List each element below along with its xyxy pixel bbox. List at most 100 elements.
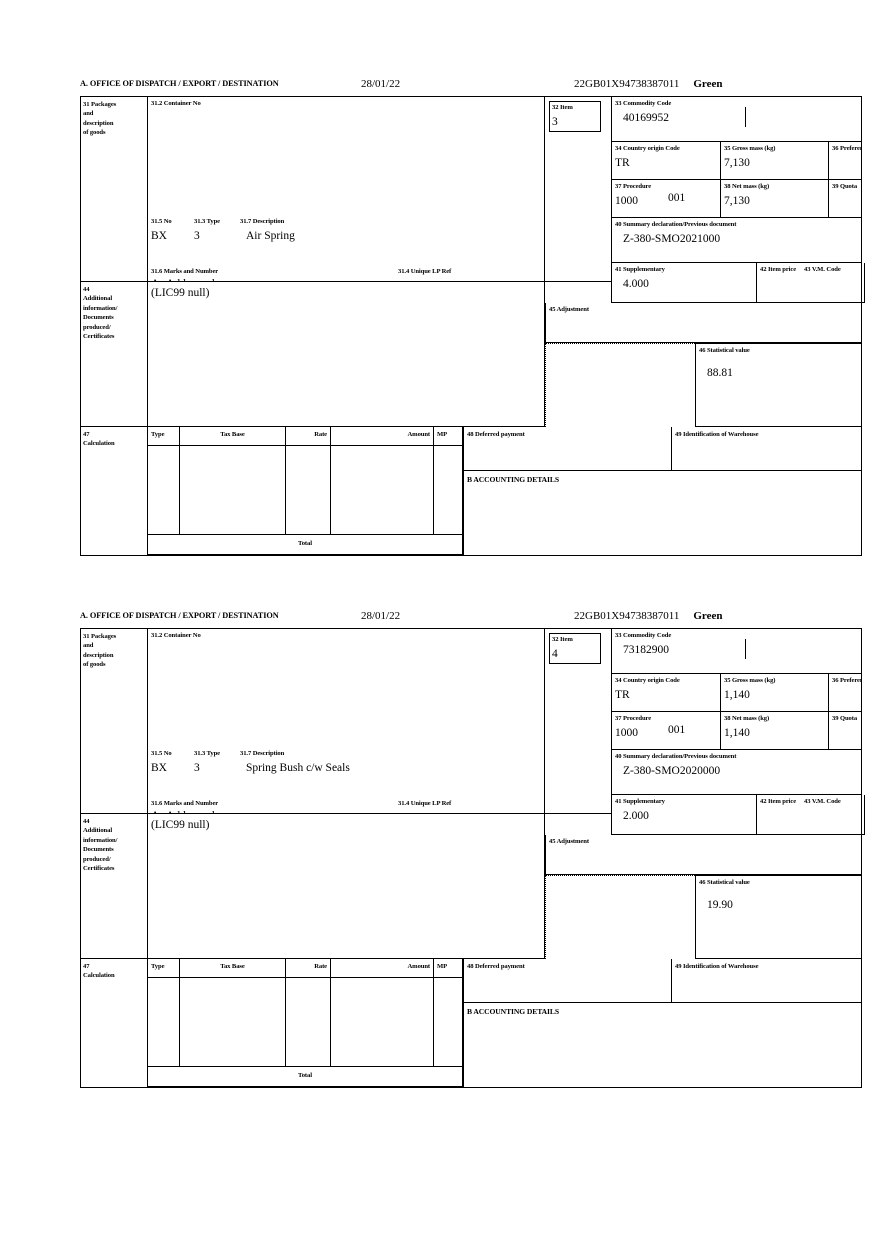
box-34-country-origin-code[interactable]: 34 Country origin Code TR (611, 674, 721, 712)
calc-cell-tax-base[interactable] (180, 978, 286, 1067)
calc-cell-type[interactable] (148, 446, 180, 535)
marks-and-number-value: As Addressed (151, 278, 215, 281)
box-32-item-number[interactable]: 32 Item 4 (549, 633, 601, 664)
calc-col-header-type: Type (148, 959, 180, 978)
procedure-additional-value: 001 (668, 192, 686, 204)
box-31-packages-detail[interactable]: 31.5 No 31.3 Type 31.7 Description BX 3 … (148, 217, 545, 267)
packages-type: 3 (194, 762, 200, 774)
box-45-dotted-top (545, 343, 695, 344)
box-32-region (545, 629, 611, 814)
box-31-label: 31 Packages and description of goods (81, 629, 148, 814)
box-41-supplementary[interactable]: 41 Supplementary 4.000 (611, 263, 757, 303)
packages-description: Spring Bush c/w Seals (246, 762, 350, 774)
box-49-identification-of-warehouse[interactable]: 49 Identification of Warehouse (672, 427, 861, 471)
packages-no: BX (151, 230, 167, 242)
statistical-value-value: 19.90 (707, 899, 733, 912)
box-45-adjustment[interactable]: 45 Adjustment (545, 835, 861, 875)
box-45-dotted-divider (545, 875, 546, 959)
box-31-packages-detail[interactable]: 31.5 No 31.3 Type 31.7 Description BX 3 … (148, 749, 545, 799)
gross-mass-value: 1,140 (724, 689, 750, 702)
box-48-deferred-payment[interactable]: 48 Deferred payment (463, 959, 672, 1003)
box-32-item-number[interactable]: 32 Item 3 (549, 101, 601, 132)
box-38-net-mass[interactable]: 38 Net mass (kg) 1,140 (721, 712, 829, 750)
calc-cell-mp[interactable] (434, 978, 463, 1067)
box-46-statistical-value[interactable]: 46 Statistical value 19.90 (695, 875, 861, 959)
box-39-quota[interactable]: 39 Quota (829, 712, 861, 750)
country-origin-code-value: TR (615, 689, 630, 702)
packages-no: BX (151, 762, 167, 774)
routing-lane: Green (693, 610, 723, 622)
calc-col-header-tax-base: Tax Base (180, 427, 286, 446)
box-35-gross-mass[interactable]: 35 Gross mass (kg) 7,130 (721, 142, 829, 180)
commodity-code-value: 73182900 (623, 644, 669, 657)
calc-col-header-rate: Rate (286, 959, 331, 978)
office-of-dispatch-label: A. OFFICE OF DISPATCH / EXPORT / DESTINA… (80, 79, 279, 88)
box-36-preference[interactable]: 36 Preference (829, 142, 861, 180)
box-b-accounting-details[interactable]: B ACCOUNTING DETAILS (463, 1003, 861, 1087)
calc-col-header-mp: MP (434, 427, 463, 446)
gross-mass-value: 7,130 (724, 157, 750, 170)
box-47-label: 47 Calculation (81, 427, 148, 555)
box-33-commodity-code[interactable]: 33 Commodity Code 40169952 (611, 97, 861, 142)
calc-cell-amount[interactable] (331, 978, 434, 1067)
calc-total-row: Total (148, 535, 463, 555)
procedure-value: 1000 (615, 727, 638, 740)
statistical-value-value: 88.81 (707, 367, 733, 380)
box-45-dotted-top (545, 875, 695, 876)
box-47-label: 47 Calculation (81, 959, 148, 1087)
box-35-gross-mass[interactable]: 35 Gross mass (kg) 1,140 (721, 674, 829, 712)
calc-col-header-amount: Amount (331, 959, 434, 978)
supplementary-value: 2.000 (623, 810, 649, 823)
calc-col-header-amount: Amount (331, 427, 434, 446)
mrn-value: 22GB01X94738387011 (574, 78, 680, 90)
box-34-country-origin-code[interactable]: 34 Country origin Code TR (611, 142, 721, 180)
calc-col-header-type: Type (148, 427, 180, 446)
movement-reference-number: 22GB01X94738387011 Green (574, 610, 722, 622)
calc-cell-tax-base[interactable] (180, 446, 286, 535)
box-44-label: 44 Additional information/ Documents pro… (81, 814, 148, 959)
box-40-summary-declaration[interactable]: 40 Summary declaration/Previous document… (611, 750, 861, 795)
box-31-marks-row[interactable]: 31.6 Marks and Number 31.4 Unique LP Ref… (148, 267, 545, 282)
box-36-preference[interactable]: 36 Preference (829, 674, 861, 712)
box-44-additional-information[interactable]: (LIC99 null) (148, 282, 545, 427)
calc-col-header-mp: MP (434, 959, 463, 978)
box-33-commodity-code[interactable]: 33 Commodity Code 73182900 (611, 629, 861, 674)
box-b-accounting-details[interactable]: B ACCOUNTING DETAILS (463, 471, 861, 555)
calc-cell-mp[interactable] (434, 446, 463, 535)
box-48-deferred-payment[interactable]: 48 Deferred payment (463, 427, 672, 471)
sad-grid: 31 Packages and description of goods 31.… (80, 96, 865, 556)
box-31-label: 31 Packages and description of goods (81, 97, 148, 282)
item-number-value: 4 (552, 648, 558, 661)
box-31-2-container-no[interactable]: 31.2 Container No (148, 629, 545, 749)
box-31-marks-row[interactable]: 31.6 Marks and Number 31.4 Unique LP Ref… (148, 799, 545, 814)
box-39-quota[interactable]: 39 Quota (829, 180, 861, 218)
packages-type: 3 (194, 230, 200, 242)
calc-cell-rate[interactable] (286, 446, 331, 535)
box-43-vm-code-cell[interactable]: 43 V.M. Code (801, 263, 861, 303)
net-mass-value: 1,140 (724, 727, 750, 740)
summary-declaration-value: Z-380-SMO2020000 (623, 765, 721, 778)
packages-description: Air Spring (246, 230, 295, 242)
box-31-2-container-no[interactable]: 31.2 Container No (148, 97, 545, 217)
calc-cell-type[interactable] (148, 978, 180, 1067)
box-45-adjustment[interactable]: 45 Adjustment (545, 303, 861, 343)
form-header: A. OFFICE OF DISPATCH / EXPORT / DESTINA… (80, 610, 862, 628)
calc-col-header-rate: Rate (286, 427, 331, 446)
box-46-statistical-value[interactable]: 46 Statistical value 88.81 (695, 343, 861, 427)
box-40-summary-declaration[interactable]: 40 Summary declaration/Previous document… (611, 218, 861, 263)
box-49-identification-of-warehouse[interactable]: 49 Identification of Warehouse (672, 959, 861, 1003)
calc-cell-rate[interactable] (286, 978, 331, 1067)
box-41-supplementary[interactable]: 41 Supplementary 2.000 (611, 795, 757, 835)
box-44-additional-information[interactable]: (LIC99 null) (148, 814, 545, 959)
procedure-value: 1000 (615, 195, 638, 208)
box-37-procedure[interactable]: 37 Procedure 1000 001 (611, 712, 721, 750)
item-number-value: 3 (552, 116, 558, 129)
box-38-net-mass[interactable]: 38 Net mass (kg) 7,130 (721, 180, 829, 218)
mrn-value: 22GB01X94738387011 (574, 610, 680, 622)
box-37-procedure[interactable]: 37 Procedure 1000 001 (611, 180, 721, 218)
net-mass-value: 7,130 (724, 195, 750, 208)
box-33-divider (745, 107, 746, 127)
calc-cell-amount[interactable] (331, 446, 434, 535)
box-43-vm-code-cell[interactable]: 43 V.M. Code (801, 795, 861, 835)
